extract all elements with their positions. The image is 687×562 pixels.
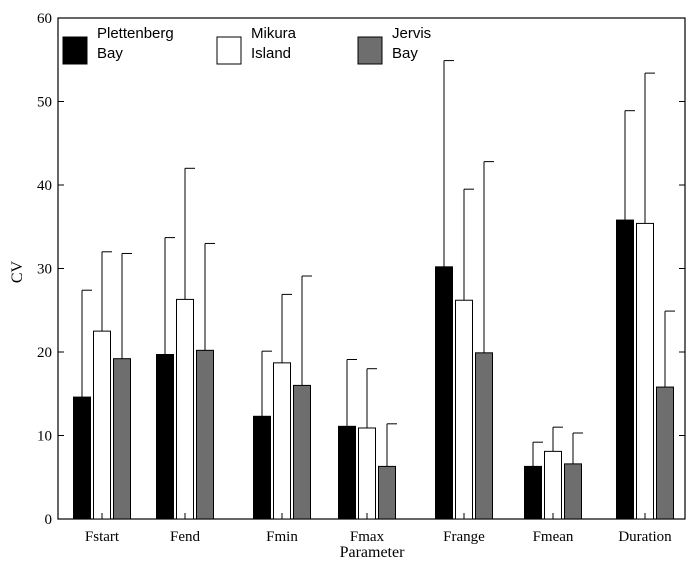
- x-tick-label-fmin: Fmin: [266, 529, 298, 545]
- bar-mikura-island-frange: [455, 299, 473, 520]
- x-tick-label-frange: Frange: [443, 529, 485, 545]
- bar-mikura-island-fend: [176, 298, 194, 520]
- legend-label-2-line-0: Jervis: [392, 25, 431, 42]
- error-bars-layer: [81, 60, 675, 467]
- bar-plettenberg-bay-fmean: [524, 465, 542, 520]
- bar-jervis-bay-fend: [196, 349, 214, 520]
- bar-plettenberg-bay-fstart: [73, 396, 91, 520]
- legend-label-1-line-0: Mikura: [251, 25, 297, 42]
- y-tick-label: 50: [37, 95, 52, 111]
- legend-label-1-line-1: Island: [251, 45, 291, 62]
- bar-mikura-island-fmean: [544, 450, 562, 520]
- x-axis-title: Parameter: [340, 544, 406, 561]
- bar-plettenberg-bay-fmin: [253, 415, 271, 520]
- y-axis-ticks: 0 10 20 30 40 50 60: [37, 11, 685, 528]
- bar-plettenberg-bay-fend: [156, 354, 174, 520]
- bar-plettenberg-bay-fmax: [338, 425, 356, 520]
- x-tick-label-duration: Duration: [618, 529, 672, 545]
- y-tick-label: 0: [45, 512, 53, 528]
- bar-jervis-bay-fmax: [378, 465, 396, 520]
- bar-mikura-island-fmax: [358, 427, 376, 520]
- bar-mikura-island-duration: [636, 222, 654, 520]
- y-tick-label: 60: [37, 11, 52, 27]
- legend-swatch-0: [62, 36, 88, 65]
- y-axis-title: CV: [9, 260, 26, 283]
- bar-jervis-bay-fstart: [113, 358, 131, 520]
- y-tick-label: 20: [37, 345, 52, 361]
- legend-swatch-1: [216, 36, 242, 65]
- x-tick-label-fmax: Fmax: [350, 529, 385, 545]
- legend: Plettenberg Bay Mikura Island Jervis Bay: [62, 25, 431, 65]
- legend-label-2-line-1: Bay: [392, 45, 418, 62]
- bar-jervis-bay-frange: [475, 352, 493, 520]
- x-axis-ticks: Fstart Fend Fmin Fmax Frange Fmean Duration: [85, 513, 672, 545]
- bar-mikura-island-fmin: [273, 362, 291, 520]
- bar-plettenberg-bay-duration: [616, 219, 634, 520]
- bars-layer: [73, 219, 674, 520]
- bar-jervis-bay-duration: [656, 386, 674, 520]
- bar-jervis-bay-fmean: [564, 463, 582, 520]
- bar-plettenberg-bay-frange: [435, 266, 453, 520]
- y-tick-label: 30: [37, 262, 52, 278]
- legend-label-0-line-1: Bay: [97, 45, 123, 62]
- bar-mikura-island-fstart: [93, 330, 111, 520]
- legend-label-0-line-0: Plettenberg: [97, 25, 174, 42]
- bar-jervis-bay-fmin: [293, 384, 311, 520]
- y-tick-label: 40: [37, 178, 52, 194]
- x-tick-label-fmean: Fmean: [533, 529, 574, 545]
- y-tick-label: 10: [37, 429, 52, 445]
- x-tick-label-fstart: Fstart: [85, 529, 120, 545]
- x-tick-label-fend: Fend: [170, 529, 201, 545]
- legend-swatch-2: [357, 36, 383, 65]
